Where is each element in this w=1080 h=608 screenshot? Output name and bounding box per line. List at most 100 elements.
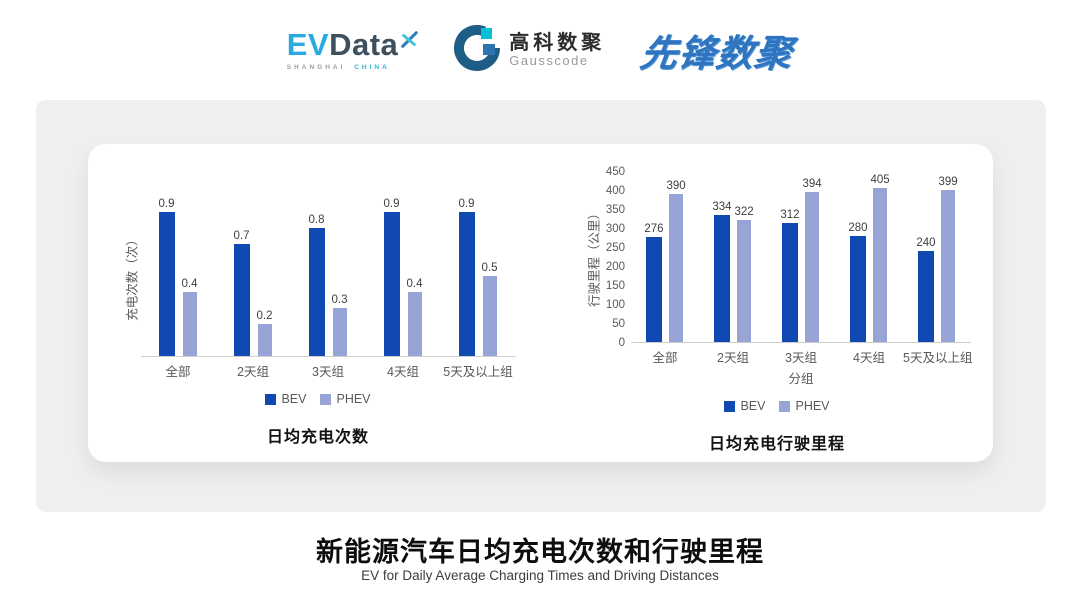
bar-bev [645,237,662,342]
y-tick-label: 150 [605,280,625,292]
legend: BEV PHEV [724,399,830,413]
bar-value-label: 0.4 [406,278,423,290]
y-tick-label: 300 [605,223,625,235]
legend-label: PHEV [336,392,371,406]
category-label: 5天及以上组 [443,365,513,379]
bar-phev [257,324,272,356]
bar-unit-phev: 0.4 [182,196,198,356]
bar-value-label: 0.7 [233,230,250,242]
bar-unit-bev: 0.9 [383,196,400,356]
bar-bev [383,212,400,356]
y-axis-ticks: 0 50 100 150 200 250 300 350 400 450 [603,166,631,349]
bar-group: 276 390 [631,171,699,342]
bar-unit-bev: 334 [712,171,732,342]
gausscode-logo: 高科数聚 Gausscode [454,24,605,76]
x-axis-label: 分组 [788,372,814,386]
bar-unit-phev: 394 [803,171,822,342]
bar-value-label: 0.2 [256,310,273,322]
bar-value-label: 0.9 [383,198,400,210]
bar-unit-bev: 0.9 [158,196,175,356]
legend-item-bev: BEV [724,399,765,413]
page-title: 新能源汽车日均充电次数和行驶里程 [316,537,764,567]
bar-unit-phev: 0.3 [332,196,348,356]
bar-bev [849,235,866,342]
legend-swatch-phev [779,400,791,412]
evdata-logo-data: Data [329,27,399,62]
bar-value-label: 0.3 [331,294,348,306]
bar-value-label: 390 [666,179,686,192]
bar-unit-phev: 405 [871,171,890,342]
y-tick-label: 400 [605,185,625,197]
chart-daily-driving-distance: 行驶里程（公里） 0 50 100 150 200 250 300 350 400 450 276… [583,166,973,454]
bar-unit-bev: 276 [644,171,664,342]
bar-group: 0.9 0.5 [441,196,516,356]
bar-unit-bev: 0.9 [458,196,475,356]
bar-group: 240 399 [903,171,971,342]
bar-value-label: 405 [870,174,890,187]
bar-value-label: 0.8 [308,214,325,226]
y-tick-label: 50 [612,318,625,330]
y-tick-label: 0 [618,337,625,349]
legend-label: BEV [740,399,766,413]
category-label: 3天组 [785,351,817,365]
bar-unit-bev: 312 [780,171,800,342]
bar-unit-phev: 322 [735,171,754,342]
bar-unit-bev: 240 [916,171,936,342]
chart-title: 日均充电行驶里程 [708,436,845,453]
evdata-logo-subtext: SHANGHAI CHINA [287,64,390,71]
category-label: 2天组 [237,365,269,379]
evdata-sub-china: CHINA [354,64,390,71]
gausscode-en-text: Gausscode [509,52,589,68]
bar-group: 280 405 [835,171,903,342]
evdata-sub-shanghai: SHANGHAI [286,64,346,71]
category-label: 4天组 [387,365,419,379]
bar-phev [873,188,888,342]
bar-group: 0.9 0.4 [141,196,216,356]
bar-unit-bev: 280 [848,171,868,342]
bar-group: 312 394 [767,171,835,342]
category-label: 4天组 [853,351,885,365]
bar-value-label: 0.9 [158,198,175,210]
bar-value-label: 322 [734,205,754,218]
bar-unit-phev: 0.4 [407,196,423,356]
y-tick-label: 200 [605,261,625,273]
bar-value-label: 0.4 [181,278,198,290]
bar-bev [158,212,175,356]
legend: BEV PHEV [265,392,371,406]
evdata-logo-ev: EV [286,27,330,62]
bar-bev [308,228,325,356]
gausscode-g-icon [454,24,501,76]
bar-unit-phev: 0.2 [257,196,273,356]
legend-swatch-bev [724,400,736,412]
bar-value-label: 240 [916,236,936,249]
charts-card: 充电次数（次） 0.9 0.4 0.7 0.2 0.8 0.3 0.9 0.4 0.9 0.5 全… [88,144,993,462]
plot-area: 276 390 334 322 312 394 280 405 240 399 [631,171,971,343]
legend-label: BEV [281,392,307,406]
bar-group: 0.7 0.2 [216,196,291,356]
y-axis-label: 行驶里程（公里） [587,206,602,308]
bar-value-label: 394 [802,178,822,191]
bar-bev [781,223,798,342]
legend-item-bev: BEV [265,392,306,406]
bar-bev [458,212,475,356]
bar-phev [669,193,684,342]
bar-unit-bev: 0.7 [233,196,250,356]
logo-header: EV Data SHANGHAI CHINA 高科数聚 Gausscode [0,14,1080,86]
legend-swatch-bev [265,393,277,405]
chart-daily-charging-times: 充电次数（次） 0.9 0.4 0.7 0.2 0.8 0.3 0.9 0.4 0.9 0.5 全… [108,196,528,447]
bar-bev [233,244,250,356]
bar-bev [713,215,730,342]
category-axis: 全部 2天组 3天组 4天组 5天及以上组 [121,357,516,380]
bar-value-label: 312 [780,209,800,222]
bar-value-label: 276 [644,223,664,236]
bar-unit-phev: 399 [939,171,958,342]
legend-swatch-phev [320,393,332,405]
y-axis-label: 充电次数（次） [125,232,139,321]
category-label: 全部 [652,351,678,365]
bar-value-label: 280 [848,221,868,234]
bar-phev [182,292,197,356]
bar-unit-phev: 0.5 [482,196,498,356]
category-label: 5天及以上组 [903,351,973,365]
gray-panel: 充电次数（次） 0.9 0.4 0.7 0.2 0.8 0.3 0.9 0.4 0.9 0.5 全… [36,100,1046,512]
category-axis: 全部 2天组 3天组 4天组 5天及以上组 [583,343,973,366]
